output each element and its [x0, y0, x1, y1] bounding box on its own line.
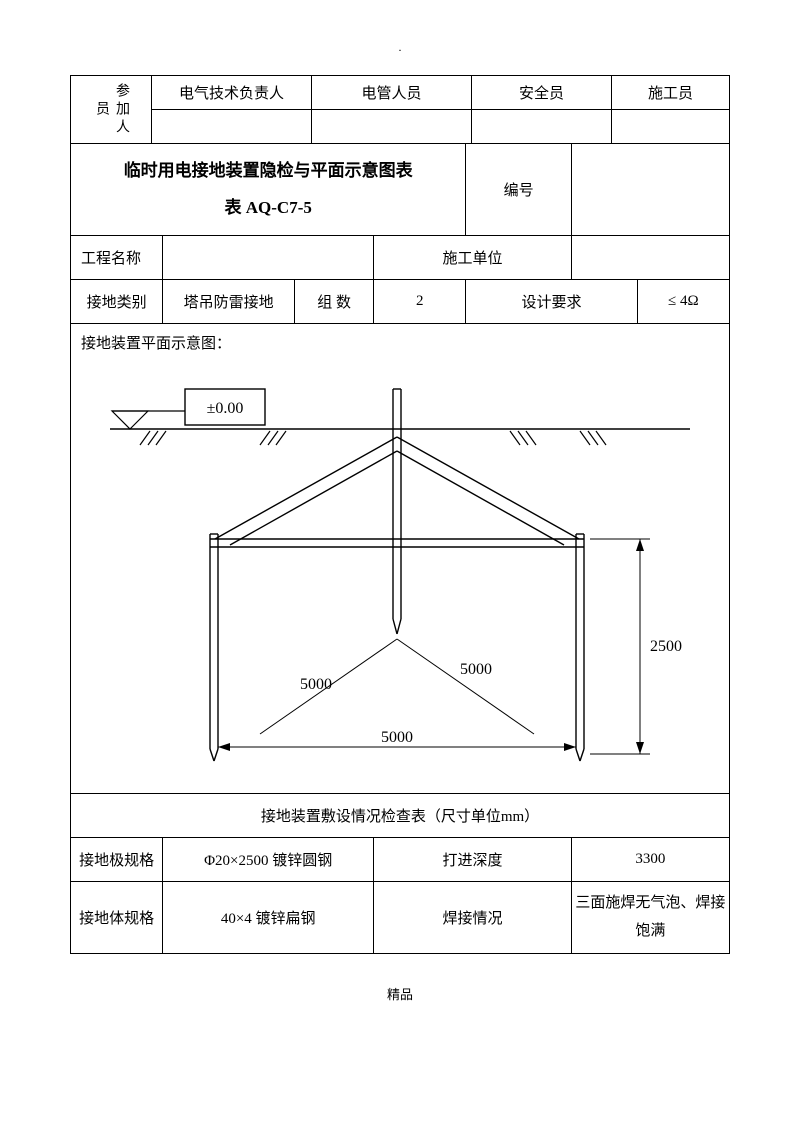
svg-text:5000: 5000 — [381, 729, 413, 746]
participants-table: 参加人员 电气技术负责人 电管人员 安全员 施工员 — [70, 75, 730, 144]
svg-text:5000: 5000 — [460, 661, 492, 678]
role-3: 施工员 — [612, 76, 730, 110]
check-r1-v2: 三面施焊无气泡、焊接饱满 — [571, 881, 729, 953]
ground-type-label: 接地类别 — [71, 279, 163, 323]
role-1-sig[interactable] — [312, 110, 472, 144]
role-2-sig[interactable] — [472, 110, 612, 144]
footer-label: 精品 — [70, 984, 730, 1003]
title-cell: 临时用电接地装置隐检与平面示意图表 表 AQ-C7-5 — [71, 144, 466, 236]
project-name-label: 工程名称 — [71, 235, 163, 279]
main-table: 临时用电接地装置隐检与平面示意图表 表 AQ-C7-5 编号 工程名称 施工单位… — [70, 143, 730, 954]
svg-text:2500: 2500 — [650, 638, 682, 655]
ground-req-label: 设计要求 — [466, 279, 637, 323]
role-2: 安全员 — [472, 76, 612, 110]
title-line2: 表 AQ-C7-5 — [71, 189, 465, 226]
project-name-value[interactable] — [163, 235, 374, 279]
role-0: 电气技术负责人 — [152, 76, 312, 110]
check-r1-v1: 40×4 镀锌扁钢 — [163, 881, 374, 953]
project-unit-label: 施工单位 — [374, 235, 572, 279]
diagram-cell: 接地装置平面示意图： — [71, 323, 730, 793]
title-line1: 临时用电接地装置隐检与平面示意图表 — [71, 152, 465, 189]
grounding-diagram: ±0.00 — [81, 359, 719, 779]
check-r1-l2: 焊接情况 — [374, 881, 572, 953]
check-r0-v2: 3300 — [571, 837, 729, 881]
ground-type-value: 塔吊防雷接地 — [163, 279, 295, 323]
check-r1-l1: 接地体规格 — [71, 881, 163, 953]
svg-text:±0.00: ±0.00 — [207, 400, 244, 417]
project-unit-value[interactable] — [571, 235, 729, 279]
participants-side-label: 参加人员 — [71, 76, 152, 144]
ground-group-label: 组 数 — [295, 279, 374, 323]
role-3-sig[interactable] — [612, 110, 730, 144]
check-r0-l1: 接地极规格 — [71, 837, 163, 881]
serial-label: 编号 — [466, 144, 571, 236]
serial-value[interactable] — [571, 144, 729, 236]
diagram-title: 接地装置平面示意图： — [81, 332, 719, 353]
check-r0-l2: 打进深度 — [374, 837, 572, 881]
ground-req-value: ≤ 4Ω — [637, 279, 729, 323]
ground-group-value: 2 — [374, 279, 466, 323]
check-r0-v1: Φ20×2500 镀锌圆钢 — [163, 837, 374, 881]
svg-text:5000: 5000 — [300, 676, 332, 693]
role-0-sig[interactable] — [152, 110, 312, 144]
check-title: 接地装置敷设情况检查表（尺寸单位mm） — [71, 793, 730, 837]
role-1: 电管人员 — [312, 76, 472, 110]
header-dot: . — [70, 40, 730, 55]
